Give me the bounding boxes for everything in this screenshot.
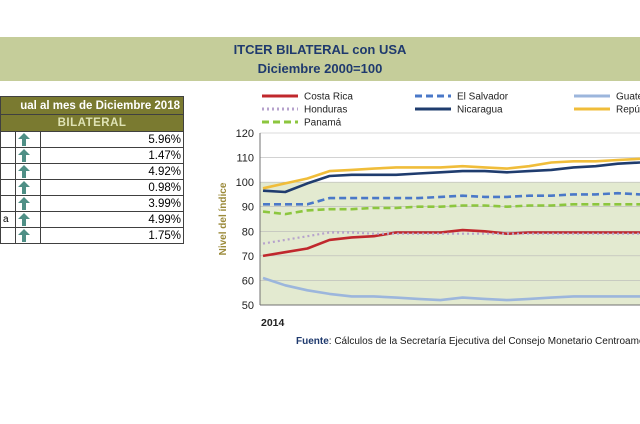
x-tick-label: 2014 <box>261 317 285 329</box>
country-cell: a <box>0 211 16 228</box>
legend-entry: Nicaragua <box>457 105 503 116</box>
legend-entry: Panamá <box>304 118 342 129</box>
country-cell <box>0 163 16 180</box>
line-chart: 50 60 70 80 90 100 110 120 2014 Nivel del índice C… <box>218 92 640 329</box>
arrow-up-icon <box>18 181 30 194</box>
country-cell <box>0 147 16 164</box>
arrow-up-icon <box>18 213 30 226</box>
table-row: 1.75% <box>0 227 184 244</box>
series-line <box>262 231 640 245</box>
legend-entry: Costa Rica <box>304 92 353 103</box>
series-line <box>262 161 640 194</box>
y-axis-label: Nivel del índice <box>218 182 229 255</box>
variation-value: 1.47% <box>40 147 184 164</box>
variation-value: 5.96% <box>40 131 184 148</box>
y-tick-label: 50 <box>242 300 254 312</box>
source-note: Fuente: Cálculos de la Secretaría Ejecut… <box>296 336 640 347</box>
chart-banner: ITCER BILATERAL con USA Diciembre 2000=1… <box>0 37 640 81</box>
variation-value: 4.99% <box>40 211 184 228</box>
y-tick-label: 90 <box>242 202 254 214</box>
arrow-cell <box>15 163 41 180</box>
series-line <box>262 157 640 190</box>
table-header-sub: BILATERAL <box>0 114 184 132</box>
source-text: : Cálculos de la Secretaría Ejecutiva de… <box>328 336 640 347</box>
legend-entry: República Dominicana <box>616 105 640 116</box>
y-tick-label: 120 <box>236 128 254 140</box>
table-row: 4.92% <box>0 163 184 180</box>
arrow-up-icon <box>18 133 30 146</box>
y-tick-label: 80 <box>242 226 254 238</box>
y-tick-label: 70 <box>242 251 254 263</box>
variation-value: 4.92% <box>40 163 184 180</box>
table-header-top: ual al mes de Diciembre 2018 <box>0 96 184 115</box>
table-body: 5.96% 1.47% 4.92% 0.98% 3.99% a 4.99% 1.75% <box>0 131 184 244</box>
page-title: ITCER BILATERAL con USA <box>233 42 407 57</box>
y-tick-label: 60 <box>242 275 254 287</box>
arrow-cell <box>15 147 41 164</box>
source-label: Fuente <box>296 336 329 347</box>
arrow-cell <box>15 227 41 244</box>
legend-entry: Honduras <box>304 105 347 116</box>
variation-value: 0.98% <box>40 179 184 196</box>
series-line <box>262 203 640 216</box>
page-subtitle: Diciembre 2000=100 <box>257 61 383 76</box>
arrow-up-icon <box>18 149 30 162</box>
y-tick-label: 100 <box>236 177 254 189</box>
y-tick-label: 110 <box>236 153 254 165</box>
arrow-cell <box>15 211 41 228</box>
variation-value: 3.99% <box>40 195 184 212</box>
series-line <box>262 276 640 302</box>
country-cell <box>0 227 16 244</box>
table-row: 1.47% <box>0 147 184 164</box>
table-row: 5.96% <box>0 131 184 148</box>
country-cell <box>0 195 16 212</box>
variation-table: ual al mes de Diciembre 2018 BILATERAL 5… <box>0 96 184 244</box>
table-row: 3.99% <box>0 195 184 212</box>
arrow-up-icon <box>18 165 30 178</box>
legend-entry: Guatemala <box>616 92 640 103</box>
arrow-cell <box>15 179 41 196</box>
arrow-cell <box>15 195 41 212</box>
series-line <box>262 228 640 258</box>
table-row: 0.98% <box>0 179 184 196</box>
arrow-cell <box>15 131 41 148</box>
series-line <box>263 191 640 206</box>
arrow-up-icon <box>18 197 30 210</box>
country-cell <box>0 131 16 148</box>
arrow-up-icon <box>18 229 30 242</box>
variation-value: 1.75% <box>40 227 184 244</box>
country-cell <box>0 179 16 196</box>
legend-entry: El Salvador <box>457 92 509 103</box>
table-row: a 4.99% <box>0 211 184 228</box>
